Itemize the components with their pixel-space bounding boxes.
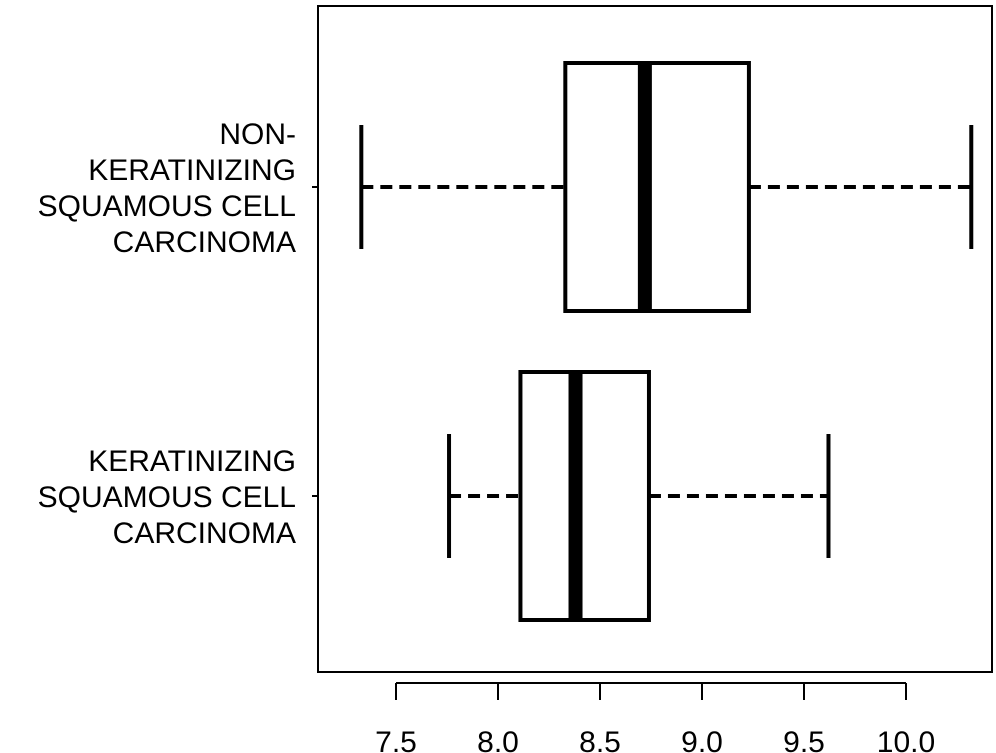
category-label-line: SQUAMOUS CELL xyxy=(38,481,296,514)
category-label-line: KERATINIZING xyxy=(88,154,296,187)
category-label-line: SQUAMOUS CELL xyxy=(38,190,296,223)
category-label-line: NON- xyxy=(219,118,296,151)
x-tick-label: 10.0 xyxy=(877,726,935,753)
x-tick-label: 9.5 xyxy=(783,726,825,753)
iqr-box xyxy=(518,370,651,622)
boxes-group xyxy=(359,61,974,622)
category-label-line: CARCINOMA xyxy=(113,226,296,259)
x-tick-label: 7.5 xyxy=(375,726,417,753)
category-label-line: CARCINOMA xyxy=(113,517,296,550)
category-label-line: KERATINIZING xyxy=(88,445,296,478)
plot-frame xyxy=(317,5,993,673)
x-tick-label: 8.0 xyxy=(477,726,519,753)
x-tick-label: 8.5 xyxy=(579,726,621,753)
x-axis-ticks: 7.5 8.0 8.5 9.0 9.5 10.0 xyxy=(375,683,935,753)
iqr-box xyxy=(563,61,751,313)
x-tick-label: 9.0 xyxy=(681,726,723,753)
